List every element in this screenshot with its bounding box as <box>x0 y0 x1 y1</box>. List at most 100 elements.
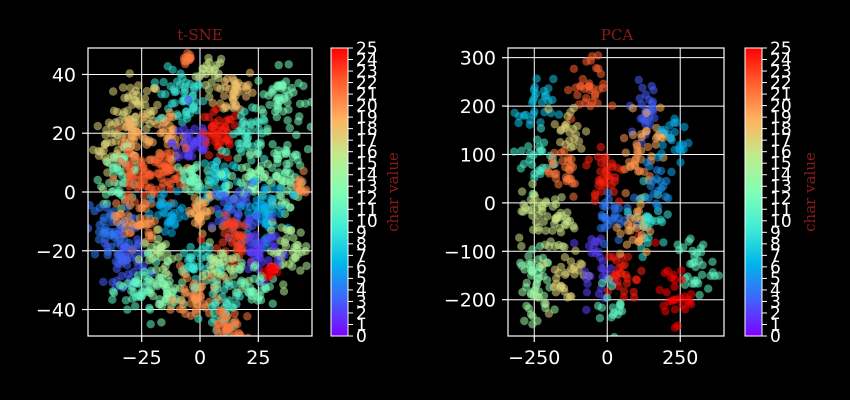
tsne-colorbar-tick-label: 2 <box>356 304 367 324</box>
tsne-point <box>146 110 155 120</box>
pca-point <box>708 257 717 266</box>
tsne-ytick-label: −20 <box>36 241 76 263</box>
tsne-point <box>207 302 216 311</box>
tsne-point <box>279 280 288 289</box>
pca-point <box>642 127 651 136</box>
pca-point <box>657 125 666 135</box>
pca-point <box>595 313 605 323</box>
pca-colorbar-tick-label: 24 <box>770 51 792 71</box>
tsne-point <box>197 245 206 254</box>
tsne-point <box>285 123 294 133</box>
pca-point <box>569 221 578 231</box>
tsne-point <box>296 266 305 275</box>
pca-point <box>596 69 606 79</box>
pca-point <box>524 206 533 215</box>
tsne-point <box>220 91 229 101</box>
tsne-point <box>114 259 123 268</box>
tsne-colorbar-tick-label: 6 <box>356 258 367 278</box>
pca-colorbar-tick-label: 15 <box>770 154 792 174</box>
pca-point <box>621 270 631 280</box>
pca-point <box>628 104 637 113</box>
pca-point <box>657 217 667 227</box>
tsne-point <box>124 116 134 125</box>
tsne-point <box>172 174 181 184</box>
tsne-point <box>219 257 228 266</box>
tsne-point <box>215 319 224 328</box>
pca-point <box>544 104 553 114</box>
tsne-point <box>279 287 289 296</box>
tsne-point <box>222 135 232 144</box>
pca-point <box>550 169 559 179</box>
tsne-point <box>157 273 167 283</box>
tsne-point <box>251 230 260 240</box>
tsne-point <box>265 194 274 203</box>
tsne-point <box>179 124 189 133</box>
pca-point <box>543 212 552 221</box>
pca-point <box>636 200 645 209</box>
tsne-point <box>123 94 133 103</box>
tsne-point <box>260 186 269 195</box>
pca-point <box>566 257 576 266</box>
tsne-point <box>115 186 124 196</box>
tsne-point <box>124 190 133 199</box>
tsne-point <box>189 102 198 111</box>
tsne-point <box>181 309 190 318</box>
pca-point <box>515 233 524 242</box>
tsne-point <box>132 276 141 285</box>
tsne-point <box>179 168 189 178</box>
tsne-point <box>238 119 247 128</box>
pca-point <box>528 312 537 321</box>
tsne-point <box>153 100 162 110</box>
pca-colorbar-tick-label: 19 <box>770 108 792 128</box>
pca-colorbar-tick-label: 14 <box>770 166 792 186</box>
pca-point <box>593 237 603 246</box>
pca-colorbar-tick-label: 2 <box>770 304 781 324</box>
pca-colorbar-tick-label: 1 <box>770 315 781 335</box>
pca-point <box>658 141 667 150</box>
tsne-point <box>230 309 239 318</box>
pca-point <box>640 116 649 125</box>
pca-point <box>528 179 537 189</box>
pca-point <box>573 90 582 100</box>
pca-point <box>527 266 536 275</box>
tsne-point <box>140 191 149 200</box>
pca-point <box>571 246 580 255</box>
pca-point <box>535 242 545 251</box>
pca-point <box>688 279 697 288</box>
tsne-point <box>186 242 195 252</box>
pca-point <box>632 139 641 149</box>
tsne-colorbar-tick-label: 19 <box>356 108 378 128</box>
tsne-point <box>234 210 244 219</box>
pca-point <box>525 120 534 129</box>
tsne-point <box>159 199 169 208</box>
tsne-point <box>264 91 273 100</box>
tsne-point <box>186 80 195 89</box>
pca-point <box>541 303 550 313</box>
tsne-point <box>224 84 234 94</box>
pca-point <box>607 281 617 291</box>
tsne-point <box>214 74 223 83</box>
tsne-point <box>245 68 255 78</box>
pca-point <box>644 214 653 223</box>
pca-point <box>587 248 596 258</box>
pca-point <box>582 274 591 283</box>
pca-ytick-label: −200 <box>444 290 496 312</box>
pca-xtick-label: 0 <box>601 347 613 369</box>
tsne-point <box>207 78 216 87</box>
tsne-point <box>166 148 175 158</box>
tsne-point <box>108 164 118 173</box>
tsne-point <box>146 155 156 164</box>
tsne-point <box>235 292 244 301</box>
pca-point <box>534 269 543 278</box>
tsne-point <box>167 138 176 148</box>
pca-colorbar <box>744 47 763 337</box>
pca-point <box>603 293 612 302</box>
tsne-point <box>225 281 234 291</box>
tsne-point <box>205 132 214 141</box>
tsne-point <box>207 222 217 231</box>
pca-point <box>535 142 544 151</box>
tsne-point <box>294 79 303 88</box>
pca-point <box>596 167 605 176</box>
pca-point <box>528 98 537 108</box>
